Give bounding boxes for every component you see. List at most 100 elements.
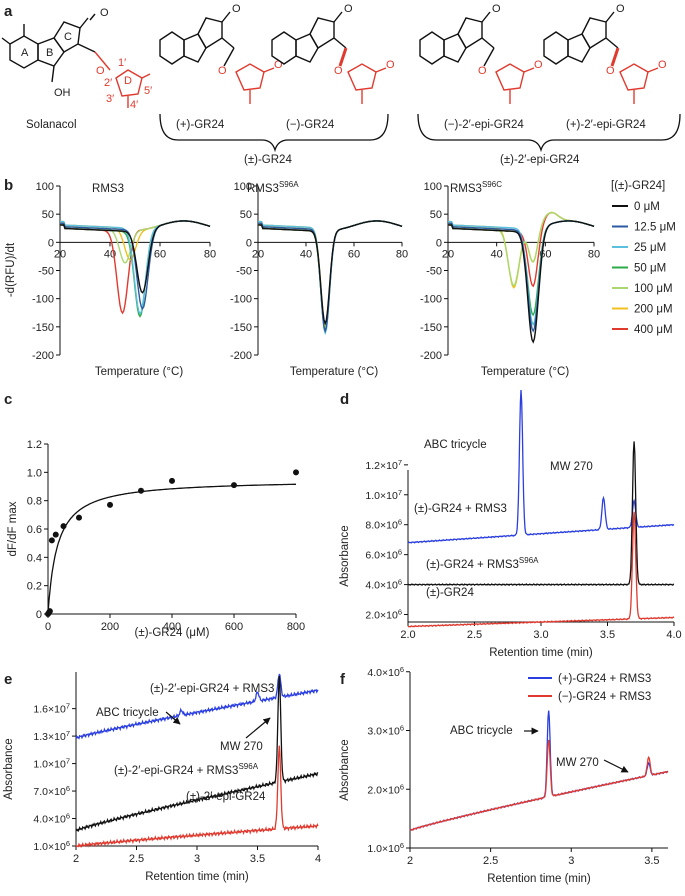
- y-tick-label: 4.0×106: [367, 665, 404, 679]
- y-tick-label: -200: [230, 350, 252, 362]
- x-tick-label: 80: [588, 248, 600, 260]
- atom-4p: 4′: [130, 99, 138, 111]
- y-tick-label: 1.0×106: [33, 839, 70, 853]
- y-tick-label: 2.0×106: [367, 782, 404, 796]
- arrow-mw270: [245, 717, 271, 739]
- gr24-structures: O O O O O O O O O O O O: [159, 3, 667, 104]
- x-tick-label: 40: [491, 248, 503, 260]
- annotation-abc-tricycle: ABC tricycle: [450, 725, 513, 737]
- atom-3p: 3′: [106, 93, 114, 105]
- y-tick-label: 1.0×107: [365, 488, 402, 502]
- series-line-400um: [60, 220, 211, 315]
- carbonyl-bond: [221, 11, 231, 23]
- y-tick-label: 0.8: [27, 496, 42, 508]
- enol-bond: [605, 37, 619, 49]
- enol-bond: [333, 37, 347, 49]
- butenolide-ring: [495, 63, 525, 91]
- series-line-0um: [60, 220, 211, 294]
- butenolide-o: O: [658, 59, 667, 71]
- x-tick-label: 2: [407, 855, 413, 867]
- data-point: [231, 482, 237, 489]
- x-tick-label: 4.0: [666, 629, 681, 641]
- y-tick-label: 7.0×106: [33, 784, 70, 798]
- annotation-abc-tricycle: ABC tricycle: [424, 439, 487, 451]
- annotation-abc-tricycle: ABC tricycle: [96, 707, 159, 719]
- carbonyl-bond: [481, 11, 491, 23]
- enol-bond: [481, 37, 495, 49]
- series-line-400um: [448, 211, 595, 288]
- y-tick-label: 0.4: [27, 552, 42, 564]
- panel-b: b -d(RFU)/dt 100 50 0 -50 -100 -150 -200 20 40 60…: [4, 177, 676, 378]
- solanacol-structure: [1, 13, 96, 83]
- chart-b-rms3-s96a: 100 50 0 -50 -100 -150 -200 20 40 60 80 Temperature…: [230, 181, 408, 378]
- x-tick-label: 800: [287, 621, 305, 633]
- x-axis-label: Temperature (°C): [95, 366, 183, 378]
- butenolide-carbonyl: [523, 67, 535, 73]
- y-tick-label: 3.0×106: [367, 724, 404, 738]
- trace-0: [407, 389, 675, 544]
- trace-2: [407, 511, 675, 628]
- trace-0: [75, 673, 319, 740]
- y-axis-label: Absorbance: [3, 738, 15, 799]
- x-tick-label: 3.0: [533, 629, 548, 641]
- isomer-label-plus-epi-gr24: (+)-2′-epi-GR24: [566, 119, 646, 131]
- series-line-12.5um: [60, 220, 211, 311]
- y-tick-label: 4.0×106: [365, 578, 402, 592]
- legend-label: 400 μM: [634, 324, 673, 336]
- legend-title: [(±)-GR24]: [611, 180, 665, 192]
- panel-label-f: f: [340, 671, 346, 688]
- chart-b3-title: RMS3S96C: [450, 180, 502, 195]
- x-axis-label: Retention time (min): [489, 647, 593, 659]
- panel-label-c: c: [4, 391, 12, 408]
- y-tick-label: 0.2: [27, 581, 42, 593]
- x-tick-label: 2: [73, 853, 79, 865]
- x-tick-label: 3.5: [644, 855, 659, 867]
- y-tick-label: 1.0×107: [33, 757, 70, 771]
- butenolide-carbonyl: [375, 67, 387, 73]
- x-tick-label: 80: [204, 248, 216, 260]
- x-tick-label: 2.5: [467, 629, 482, 641]
- legend-label: 100 μM: [634, 283, 673, 295]
- panel-c: c 0 0.2 0.4 0.6 0.8 1.0 1.2 0 200 400 600 800 (±)-GR…: [4, 391, 305, 639]
- data-point: [76, 514, 82, 521]
- ring-label-b: B: [46, 47, 53, 59]
- y-tick-label: -100: [420, 294, 442, 306]
- x-tick-label: 3.5: [600, 629, 615, 641]
- gr24-structure-1: O O O: [159, 3, 283, 104]
- ring-label-a: A: [21, 47, 29, 59]
- legend-label: 0 μM: [634, 201, 660, 213]
- x-tick-label: 20: [442, 248, 454, 260]
- trace-label-epi-gr24: (±)-2′-epi-GR24: [186, 791, 266, 803]
- trace-1: [75, 675, 319, 833]
- y-tick-label: 50: [42, 209, 54, 221]
- x-axis-label: Retention time (min): [487, 873, 591, 885]
- x-tick-label: 60: [348, 248, 360, 260]
- solanacol-carbonyl-o: O: [100, 7, 109, 19]
- data-point: [52, 531, 59, 538]
- panel-label-a: a: [4, 3, 13, 20]
- y-tick-label: 0: [436, 237, 442, 249]
- atom-1p: 1′: [118, 57, 126, 69]
- butenolide-ring: [347, 63, 377, 91]
- arrow-mw270: [603, 759, 629, 773]
- y-tick-label: -100: [32, 294, 54, 306]
- annotation-mw270: MW 270: [550, 461, 593, 473]
- butenolide-ring: [619, 63, 649, 91]
- trace-label-gr24: (±)-GR24: [426, 587, 474, 599]
- x-tick-label: 200: [101, 621, 119, 633]
- y-tick-label: -150: [230, 322, 252, 334]
- y-tick-label: -150: [32, 322, 54, 334]
- y-tick-label: 100: [424, 181, 442, 193]
- x-tick-label: 2.5: [129, 853, 144, 865]
- y-axis-label: Absorbance: [339, 525, 351, 586]
- x-tick-label: 3: [194, 853, 200, 865]
- y-tick-label: 2.0×106: [365, 608, 402, 622]
- legend-label: 50 μM: [634, 263, 666, 275]
- cyclopentane-ring: [443, 33, 467, 63]
- x-tick-label: 80: [396, 248, 408, 260]
- y-tick-label: 1.3×107: [33, 729, 70, 743]
- series-line-100um: [448, 211, 595, 287]
- cyclopentane-ring: [567, 33, 591, 63]
- carbonyl-o: O: [232, 3, 241, 15]
- y-tick-label: -100: [230, 294, 252, 306]
